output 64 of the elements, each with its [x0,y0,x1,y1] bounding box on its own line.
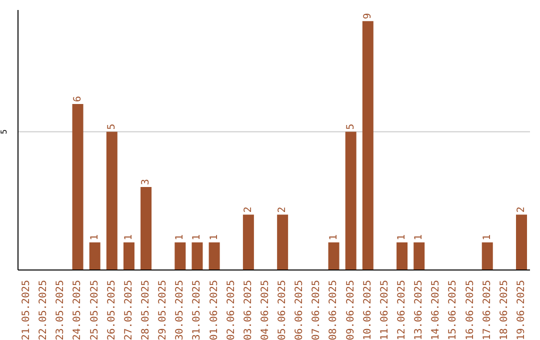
data-label: 5 [345,124,356,130]
x-tick-label: 16.06.2025 [464,280,476,340]
x-tick-label: 09.06.2025 [345,280,356,340]
data-label: 2 [277,206,288,213]
x-tick-label: 18.06.2025 [498,280,510,340]
bar [482,242,493,270]
data-label: 6 [72,96,84,102]
bar [277,214,288,270]
data-label: 1 [123,234,134,240]
bar [72,104,84,270]
x-tick-label: 10.06.2025 [362,280,374,340]
x-tick-label: 03.06.2025 [242,280,254,340]
x-tick-label: 08.06.2025 [328,280,340,340]
x-tick-label: 19.06.2025 [516,280,527,340]
bar [328,242,340,270]
bar [140,187,152,270]
x-tick-label: 17.06.2025 [482,280,493,340]
x-tick-label: 30.05.2025 [174,280,186,340]
x-tick-label: 22.05.2025 [38,280,50,340]
x-tick-label: 31.05.2025 [192,280,203,340]
bar [89,242,100,270]
data-label: 1 [208,234,220,240]
data-label: 1 [328,234,340,240]
x-tick-label: 23.05.2025 [55,280,66,340]
bar [106,132,118,270]
bar [516,214,528,270]
bar [123,242,134,270]
data-label: 9 [362,13,374,20]
bar [396,242,408,270]
bar [174,242,186,270]
x-tick-label: 27.05.2025 [123,280,134,340]
x-tick-label: 24.05.2025 [72,280,84,340]
bar [345,132,356,270]
x-tick-label: 26.05.2025 [106,280,118,340]
data-label: 1 [192,234,203,240]
x-tick-label: 28.05.2025 [140,280,152,340]
x-tick-label: 05.06.2025 [277,280,288,340]
x-tick-label: 13.06.2025 [414,280,425,340]
x-tick-label: 15.06.2025 [448,280,459,340]
data-label: 1 [482,234,493,240]
data-label: 2 [516,206,528,213]
x-tick-label: 14.06.2025 [430,280,442,340]
data-label: 1 [89,234,100,240]
bar [242,214,254,270]
data-label: 1 [174,234,186,240]
x-tick-label: 06.06.2025 [294,280,306,340]
x-tick-label: 04.06.2025 [260,280,271,340]
data-label: 5 [106,124,118,130]
x-tick-label: 12.06.2025 [396,280,408,340]
x-tick-label: 01.06.2025 [208,280,220,340]
x-tick-label: 25.05.2025 [89,280,100,340]
x-tick-label: 21.05.2025 [21,280,32,340]
x-tick-label: 02.06.2025 [226,280,237,340]
data-label: 3 [140,178,152,186]
data-label: 2 [242,206,254,213]
x-tick-label: 07.06.2025 [311,280,322,340]
bar [362,21,374,270]
x-tick-label: 11.06.2025 [379,280,390,340]
bar [208,242,220,270]
data-label: 1 [414,234,425,240]
data-label: 1 [396,234,408,240]
bar [192,242,203,270]
x-tick-label: 29.05.2025 [158,280,169,340]
bar [414,242,425,270]
